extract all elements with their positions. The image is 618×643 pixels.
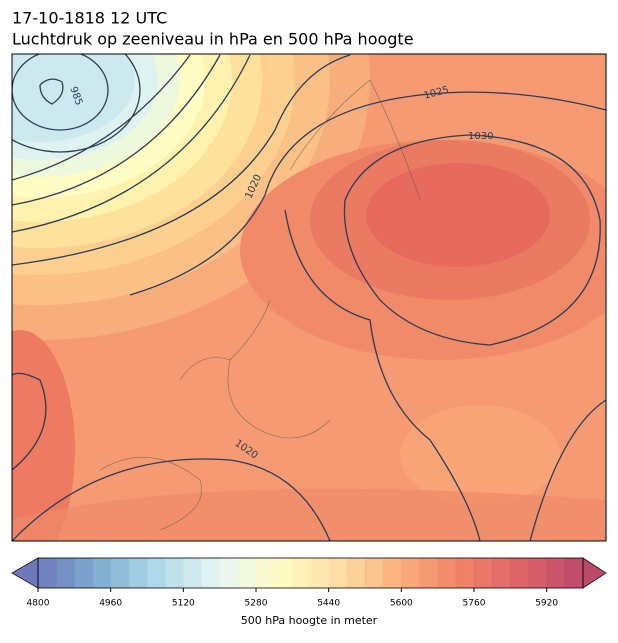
- colorbar-tick-label: 5760: [463, 599, 486, 609]
- colorbar-band: [165, 558, 184, 588]
- colorbar-tick-label: 4800: [27, 599, 50, 609]
- colorbar-frame: [37, 557, 584, 589]
- colorbar-extend-low: [11, 557, 39, 589]
- colorbar-tick-label: 4960: [99, 599, 122, 609]
- colorbar-band: [92, 558, 112, 588]
- map: 985 1020 1025 1030 1020: [12, 54, 606, 541]
- colorbar-band: [401, 558, 420, 588]
- colorbar-band: [56, 558, 75, 588]
- colorbar-band: [492, 558, 511, 588]
- colorbar-band: [201, 558, 221, 588]
- colorbar-tick-label: 5440: [317, 599, 340, 609]
- colorbar-band: [310, 558, 330, 588]
- colorbar-band: [383, 558, 402, 588]
- colorbar-tick-label: 5920: [535, 599, 558, 609]
- colorbar-band: [437, 558, 457, 588]
- colorbar-band: [546, 558, 566, 588]
- colorbar-band: [147, 558, 166, 588]
- colorbar-band: [528, 558, 548, 588]
- colorbar-band: [328, 558, 348, 588]
- colorbar-band: [365, 558, 384, 588]
- colorbar-tick-label: 5600: [390, 599, 413, 609]
- colorbar-band: [38, 558, 57, 588]
- colorbar-band: [219, 558, 239, 588]
- colorbar-band: [564, 558, 584, 588]
- colorbar-band: [292, 558, 311, 588]
- colorbar: 4800 4960 5120 5280 5440 5600 5760 5920: [11, 557, 607, 609]
- colorbar-tick-label: 5120: [172, 599, 195, 609]
- colorbar-band: [274, 558, 293, 588]
- colorbar-band: [256, 558, 275, 588]
- colorbar-band: [455, 558, 475, 588]
- colorbar-band: [419, 558, 439, 588]
- colorbar-band: [183, 558, 202, 588]
- colorbar-band: [474, 558, 493, 588]
- title: 17-10-1818 12 UTC: [12, 9, 167, 28]
- map-frame: [11, 53, 607, 542]
- colorbar-tick-label: 5280: [245, 599, 268, 609]
- colorbar-band: [110, 558, 130, 588]
- colorbar-band: [128, 558, 148, 588]
- colorbar-label: 500 hPa hoogte in meter: [241, 614, 378, 627]
- colorbar-band: [346, 558, 366, 588]
- contour-label: 1030: [468, 131, 493, 142]
- colorbar-band: [510, 558, 529, 588]
- subtitle: Luchtdruk op zeeniveau in hPa en 500 hPa…: [12, 30, 414, 49]
- colorbar-extend-high: [582, 557, 607, 589]
- colorbar-band: [74, 558, 93, 588]
- colorbar-band: [237, 558, 257, 588]
